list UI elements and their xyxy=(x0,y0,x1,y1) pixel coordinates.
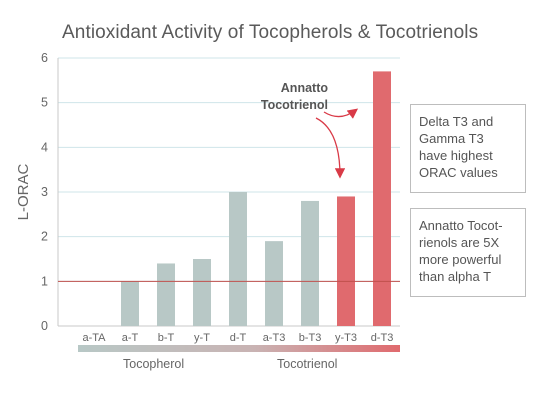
bar-a-T3 xyxy=(265,241,283,326)
y-tick-label-2: 2 xyxy=(41,230,48,244)
bar-d-T xyxy=(229,192,247,326)
note-1-line-4: ORAC values xyxy=(419,165,498,180)
note-2-line-3: more powerful xyxy=(419,252,502,267)
bar-b-T xyxy=(157,263,175,326)
group-band xyxy=(78,345,400,352)
annotation-line-1: Annatto xyxy=(280,81,328,95)
arrow-to-y-T3 xyxy=(315,117,346,179)
x-tick-label-d-T: d-T xyxy=(230,332,247,344)
y-axis-label: L-ORAC xyxy=(15,164,32,221)
note-1-line-3: have highest xyxy=(419,148,493,163)
bar-d-T3 xyxy=(373,71,391,327)
x-tick-label-b-T: b-T xyxy=(158,332,175,344)
y-tick-label-6: 6 xyxy=(41,51,48,65)
bar-y-T3 xyxy=(337,196,355,326)
x-tick-label-a-T3: a-T3 xyxy=(263,332,286,344)
y-tick-label-0: 0 xyxy=(41,319,48,333)
bar-y-T xyxy=(193,259,211,326)
y-tick-label-4: 4 xyxy=(41,140,48,154)
note-box-highest-orac: Delta T3 and Gamma T3 have highest ORAC … xyxy=(410,104,526,193)
y-tick-label-5: 5 xyxy=(41,96,48,110)
group-label-tocopherol: Tocopherol xyxy=(123,357,185,371)
note-1-line-1: Delta T3 and xyxy=(419,114,494,129)
x-tick-label-d-T3: d-T3 xyxy=(371,332,394,344)
x-tick-label-a-T: a-T xyxy=(122,332,139,344)
bar-b-T3 xyxy=(301,200,319,326)
note-1-line-2: Gamma T3 xyxy=(419,131,484,146)
note-2-line-4: than alpha T xyxy=(419,269,492,284)
annatto-annotation: Annatto Tocotrienol xyxy=(228,80,328,114)
group-label-tocotrienol: Tocotrienol xyxy=(277,357,338,371)
arrow-to-d-T3 xyxy=(323,108,359,119)
note-2-line-2: rienols are 5X xyxy=(419,235,500,250)
annotation-line-2: Tocotrienol xyxy=(260,98,328,112)
x-tick-label-b-T3: b-T3 xyxy=(299,332,322,344)
x-tick-label-y-T: y-T xyxy=(194,332,210,344)
note-box-5x-powerful: Annatto Tocot- rienols are 5X more power… xyxy=(410,208,526,297)
x-tick-label-y-T3: y-T3 xyxy=(335,332,357,344)
note-2-line-1: Annatto Tocot- xyxy=(419,218,503,233)
y-tick-label-3: 3 xyxy=(41,185,48,199)
y-tick-label-1: 1 xyxy=(41,274,48,288)
chart-title: Antioxidant Activity of Tocopherols & To… xyxy=(62,22,479,43)
bar-a-T xyxy=(121,281,139,326)
x-tick-label-a-TA: a-TA xyxy=(82,332,106,344)
